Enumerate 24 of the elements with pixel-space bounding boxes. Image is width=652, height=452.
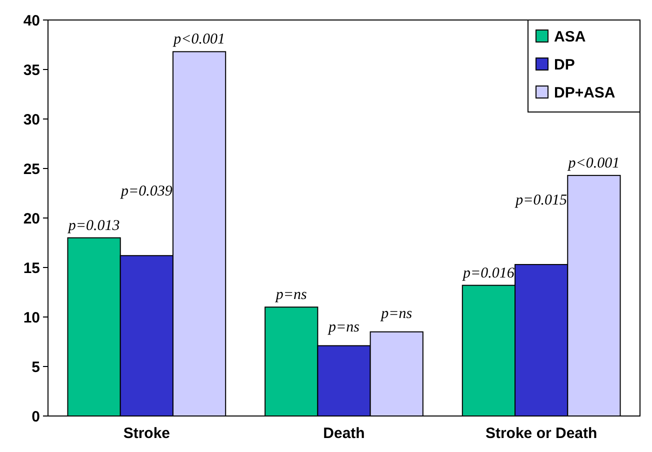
annotation: p=0.039	[120, 184, 173, 200]
x-tick-label: Stroke or Death	[485, 425, 598, 442]
annotation: p=0.015	[514, 192, 568, 209]
y-tick-label: 30	[23, 111, 40, 128]
annotation: p<0.001	[567, 155, 620, 172]
annotation: p=ns	[328, 320, 360, 336]
y-tick-label: 5	[32, 358, 40, 376]
y-tick-label: 20	[23, 210, 40, 228]
annotation: p=0.013	[67, 218, 120, 234]
y-tick-label: 25	[23, 160, 40, 178]
y-tick-label: 35	[23, 62, 40, 79]
annotation: p=0.016	[462, 265, 515, 282]
legend-label: DP+ASA	[554, 84, 616, 102]
y-tick-label: 15	[23, 260, 40, 277]
x-tick-label: Stroke	[123, 425, 170, 442]
legend-label: DP	[554, 56, 575, 74]
annotation: p=ns	[380, 306, 412, 322]
annotation: p=ns	[274, 287, 308, 304]
y-tick-label: 10	[23, 309, 40, 326]
legend-label: ASA	[554, 28, 586, 46]
annotation: p<0.001	[172, 32, 225, 48]
y-tick-label: 40	[23, 12, 40, 30]
x-tick-label: Death	[323, 425, 365, 442]
y-tick-label: 0	[32, 408, 40, 426]
